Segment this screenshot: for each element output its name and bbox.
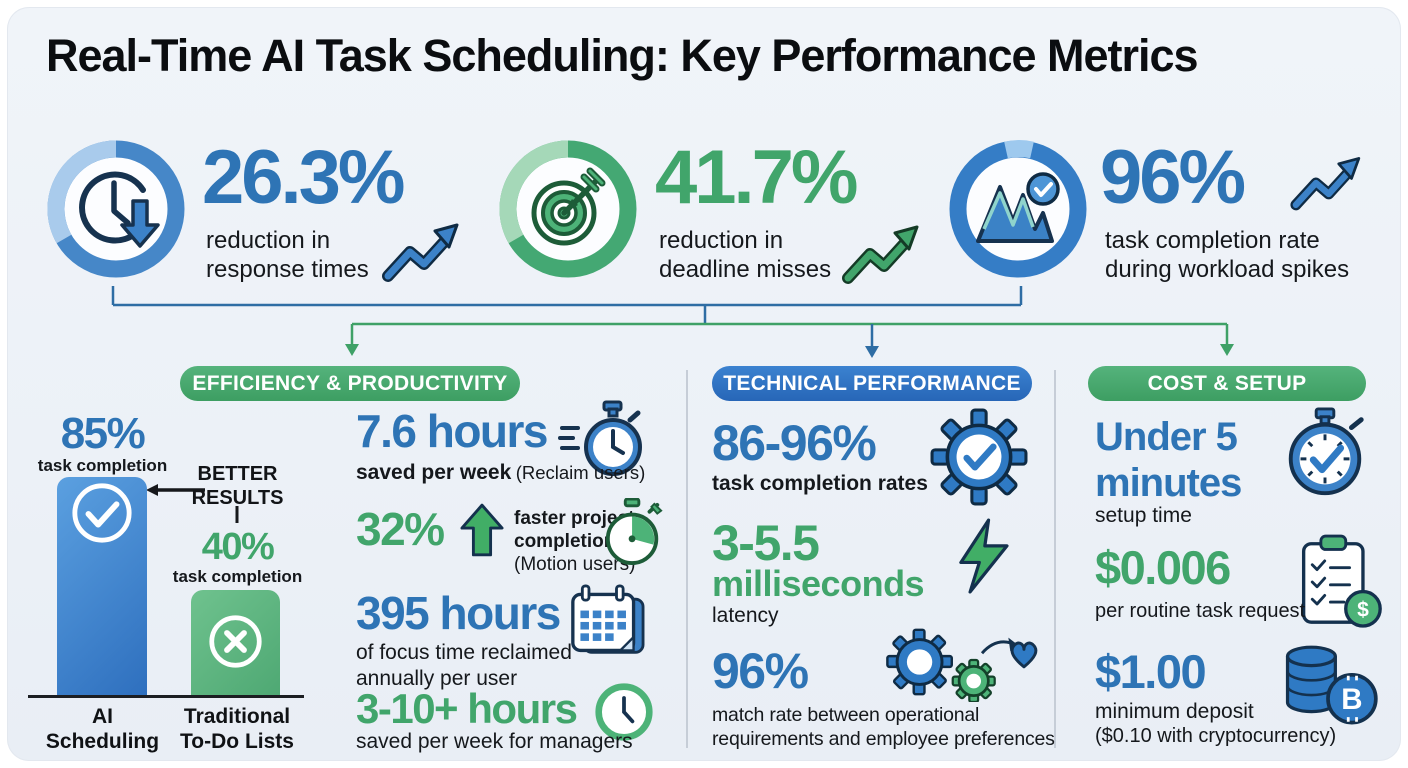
svg-text:B: B	[1341, 683, 1362, 716]
metric-label: reduction in response times	[206, 227, 369, 283]
coins-bitcoin-icon: B	[1272, 638, 1384, 730]
clipboard-dollar-icon: $	[1296, 534, 1384, 630]
stat-text: saved per week for managers	[356, 730, 633, 753]
up-arrow-icon	[460, 503, 504, 557]
target-icon	[492, 133, 644, 285]
metric-label: reduction in deadline misses	[659, 227, 832, 283]
stat-text: latency	[712, 604, 779, 627]
bar-sublabel: task completion	[37, 456, 168, 475]
trend-up-icon	[1288, 152, 1364, 214]
workload-spike-icon	[942, 133, 1094, 285]
stat-text: minimum deposit ($0.10 with cryptocurren…	[1095, 700, 1337, 747]
bar-axis-label: Traditional To-Do Lists	[180, 705, 294, 753]
annotation-better-results: BETTER RESULTS	[191, 463, 284, 509]
check-circle-icon	[70, 481, 134, 545]
stopwatch-check-icon	[1278, 406, 1372, 500]
gears-heart-icon	[880, 622, 1045, 702]
svg-text:$: $	[1357, 598, 1369, 621]
stat-value: 7.6 hours	[356, 405, 549, 457]
metric-value: 41.7%	[655, 135, 858, 220]
column-divider	[686, 370, 688, 748]
stat-value-unit: milliseconds	[712, 563, 925, 604]
stat-text: of focus time reclaimed annually per use…	[356, 641, 572, 690]
x-circle-icon	[207, 613, 264, 670]
section-header-cost: COST & SETUP	[1088, 366, 1366, 401]
page-title: Real-Time AI Task Scheduling: Key Perfor…	[46, 30, 1199, 81]
stat-value: 3-10+ hours	[356, 685, 578, 732]
stat-value: $1.00	[1095, 645, 1207, 698]
stat-text: task completion rates	[712, 472, 928, 495]
metric-value: 96%	[1100, 135, 1246, 220]
stat-text: setup time	[1095, 504, 1192, 527]
stat-value: 395 hours	[356, 587, 561, 639]
trend-up-icon	[842, 220, 920, 288]
stat-text: match rate between operational requireme…	[712, 704, 1055, 750]
stat-text: per routine task request	[1095, 600, 1306, 622]
trend-up-icon	[382, 218, 460, 286]
clock-reduction-icon	[40, 133, 192, 285]
stat-value: 3-5.5	[712, 515, 820, 571]
bar-value: 40%	[201, 526, 275, 568]
section-header-technical: TECHNICAL PERFORMANCE	[712, 366, 1032, 401]
metric-value: 26.3%	[202, 135, 405, 220]
stat-value: 32%	[356, 503, 445, 555]
stat-text: saved per week (Reclaim users)	[356, 461, 646, 484]
bar-axis-label: AI Scheduling	[45, 705, 160, 753]
bar-value: 85%	[60, 409, 146, 458]
stat-value: Under 5 minutes	[1095, 415, 1242, 505]
stat-value: 96%	[712, 643, 809, 699]
stat-value: $0.006	[1095, 541, 1231, 594]
metric-label: task completion rate during workload spi…	[1105, 227, 1350, 283]
bar-ai-scheduling	[57, 477, 147, 697]
stopwatch-green-icon	[602, 498, 666, 568]
chart-baseline	[28, 695, 304, 698]
clock-icon	[594, 682, 654, 742]
section-header-efficiency: EFFICIENCY & PRODUCTIVITY	[180, 366, 520, 401]
bar-sublabel: task completion	[172, 567, 303, 586]
column-divider	[1054, 370, 1056, 748]
stat-value: 86-96%	[712, 415, 877, 471]
calendar-icon	[566, 584, 648, 658]
stopwatch-icon	[558, 400, 642, 480]
gear-check-icon	[930, 408, 1028, 506]
lightning-icon	[948, 512, 1018, 600]
